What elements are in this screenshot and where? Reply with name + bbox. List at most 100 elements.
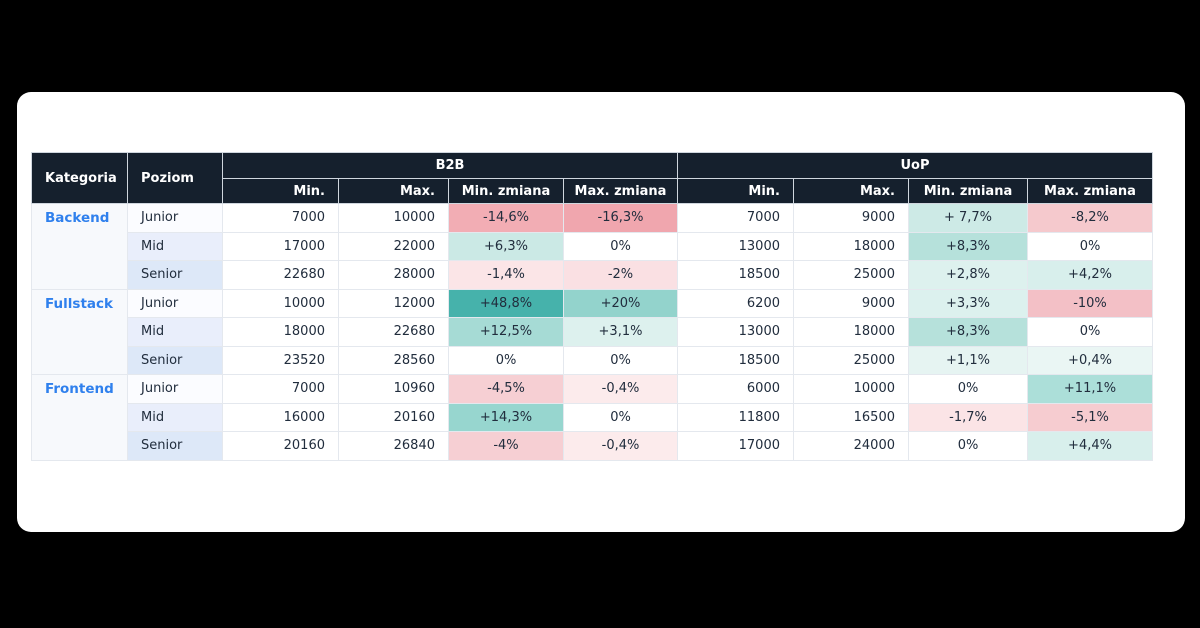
b2b-min-cell: 23520 <box>222 345 339 375</box>
b2b-max-cell: 20160 <box>338 402 449 432</box>
uop-max-cell: 9000 <box>793 288 909 318</box>
level-cell: Junior <box>127 374 223 404</box>
b2b-min-zmiana-cell: -14,6% <box>448 203 564 233</box>
b2b-min-cell: 10000 <box>222 288 339 318</box>
salary-table-body: Backend Junior 7000 10000 -14,6% -16,3% 7000 90… <box>31 203 1154 461</box>
uop-min-cell: 6000 <box>677 374 794 404</box>
b2b-max-zmiana-cell: -0,4% <box>563 431 678 461</box>
column-group-uop: UoP <box>676 152 1154 179</box>
b2b-max-zmiana-cell: 0% <box>563 231 678 261</box>
b2b-max-cell: 12000 <box>338 288 449 318</box>
b2b-max-zmiana-cell: -2% <box>563 260 678 290</box>
b2b-min-cell: 17000 <box>222 231 339 261</box>
uop-min-cell: 6200 <box>677 288 794 318</box>
b2b-min-cell: 7000 <box>222 374 339 404</box>
column-header-b2b-min: Min. <box>222 178 339 204</box>
column-header-uop-max-zmiana: Max. zmiana <box>1026 178 1154 204</box>
column-header-uop-min: Min. <box>677 178 794 204</box>
uop-max-cell: 24000 <box>793 431 909 461</box>
b2b-min-zmiana-cell: -4% <box>448 431 564 461</box>
level-cell: Mid <box>127 402 223 432</box>
uop-max-cell: 9000 <box>793 203 909 233</box>
header-group-row: Kategoria Poziom B2B UoP <box>31 152 1154 204</box>
b2b-min-zmiana-cell: +6,3% <box>448 231 564 261</box>
column-group-b2b: B2B <box>222 152 678 179</box>
b2b-max-cell: 10960 <box>338 374 449 404</box>
level-cell: Mid <box>127 317 223 347</box>
header-sub-row: Min. Max. Min. zmiana Max. zmiana Min. M… <box>32 178 1154 204</box>
level-cell: Junior <box>127 203 223 233</box>
uop-min-cell: 11800 <box>677 402 794 432</box>
table-row: Backend Junior 7000 10000 -14,6% -16,3% 7000 90… <box>31 203 1154 290</box>
b2b-max-cell: 10000 <box>338 203 449 233</box>
uop-max-zmiana-cell: -8,2% <box>1026 203 1154 233</box>
b2b-max-cell: 28000 <box>338 260 449 290</box>
column-header-b2b-min-zmiana: Min. zmiana <box>448 178 564 204</box>
b2b-max-zmiana-cell: 0% <box>563 402 678 432</box>
b2b-min-zmiana-cell: -4,5% <box>448 374 564 404</box>
level-cell: Mid <box>127 231 223 261</box>
table-row: Senior 23520 28560 0% 0% 18500 25000 +1,1% +0,4% <box>32 345 1154 375</box>
uop-max-cell: 16500 <box>793 402 909 432</box>
b2b-max-cell: 22000 <box>338 231 449 261</box>
table-row: Fullstack Junior 10000 12000 +48,8% +20% 6200 9… <box>31 288 1154 375</box>
column-header-uop-max: Max. <box>793 178 909 204</box>
b2b-min-cell: 22680 <box>222 260 339 290</box>
b2b-min-cell: 16000 <box>222 402 339 432</box>
uop-max-cell: 25000 <box>793 260 909 290</box>
level-cell: Senior <box>127 431 223 461</box>
column-header-b2b-max: Max. <box>338 178 449 204</box>
b2b-max-cell: 28560 <box>338 345 449 375</box>
b2b-max-zmiana-cell: +3,1% <box>563 317 678 347</box>
b2b-max-zmiana-cell: -16,3% <box>563 203 678 233</box>
b2b-min-zmiana-cell: +12,5% <box>448 317 564 347</box>
b2b-min-zmiana-cell: -1,4% <box>448 260 564 290</box>
b2b-max-zmiana-cell: +20% <box>563 288 678 318</box>
table-row: Mid 17000 22000 +6,3% 0% 13000 18000 +8,3% 0% <box>32 231 1154 261</box>
b2b-min-zmiana-cell: +48,8% <box>448 288 564 318</box>
salary-table: Kategoria Poziom B2B UoP Min. Max. Min. … <box>31 152 1154 461</box>
uop-min-zmiana-cell: 0% <box>908 374 1028 404</box>
category-cell: Frontend <box>31 374 128 461</box>
uop-min-cell: 13000 <box>677 317 794 347</box>
uop-max-zmiana-cell: -5,1% <box>1026 402 1154 432</box>
b2b-min-zmiana-cell: 0% <box>448 345 564 375</box>
uop-min-zmiana-cell: + 7,7% <box>908 203 1028 233</box>
level-cell: Junior <box>127 288 223 318</box>
b2b-min-cell: 20160 <box>222 431 339 461</box>
b2b-min-cell: 7000 <box>222 203 339 233</box>
b2b-max-zmiana-cell: -0,4% <box>563 374 678 404</box>
uop-max-zmiana-cell: +4,2% <box>1026 260 1154 290</box>
uop-max-cell: 25000 <box>793 345 909 375</box>
uop-min-zmiana-cell: 0% <box>908 431 1028 461</box>
uop-max-zmiana-cell: 0% <box>1026 317 1154 347</box>
table-header: Kategoria Poziom B2B UoP Min. Max. Min. … <box>31 152 1154 204</box>
table-row: Mid 16000 20160 +14,3% 0% 11800 16500 -1,7% -5,1… <box>32 402 1154 432</box>
uop-min-cell: 7000 <box>677 203 794 233</box>
uop-min-cell: 13000 <box>677 231 794 261</box>
uop-max-zmiana-cell: -10% <box>1026 288 1154 318</box>
uop-min-cell: 18500 <box>677 260 794 290</box>
table-row: Senior 22680 28000 -1,4% -2% 18500 25000 +2,8% +… <box>32 260 1154 290</box>
column-header-b2b-max-zmiana: Max. zmiana <box>563 178 678 204</box>
b2b-max-cell: 26840 <box>338 431 449 461</box>
uop-max-cell: 18000 <box>793 317 909 347</box>
uop-max-cell: 18000 <box>793 231 909 261</box>
uop-max-zmiana-cell: 0% <box>1026 231 1154 261</box>
uop-min-zmiana-cell: +3,3% <box>908 288 1028 318</box>
table-row: Senior 20160 26840 -4% -0,4% 17000 24000 0% +4,4… <box>32 431 1154 461</box>
uop-min-zmiana-cell: -1,7% <box>908 402 1028 432</box>
table-row: Mid 18000 22680 +12,5% +3,1% 13000 18000 +8,3% 0… <box>32 317 1154 347</box>
uop-max-zmiana-cell: +11,1% <box>1026 374 1154 404</box>
column-header-uop-min-zmiana: Min. zmiana <box>908 178 1028 204</box>
uop-min-zmiana-cell: +2,8% <box>908 260 1028 290</box>
b2b-min-zmiana-cell: +14,3% <box>448 402 564 432</box>
b2b-max-zmiana-cell: 0% <box>563 345 678 375</box>
level-cell: Senior <box>127 260 223 290</box>
content-card: Kategoria Poziom B2B UoP Min. Max. Min. … <box>17 92 1185 532</box>
uop-min-cell: 17000 <box>677 431 794 461</box>
uop-max-zmiana-cell: +0,4% <box>1026 345 1154 375</box>
b2b-min-cell: 18000 <box>222 317 339 347</box>
category-cell: Backend <box>31 203 128 290</box>
